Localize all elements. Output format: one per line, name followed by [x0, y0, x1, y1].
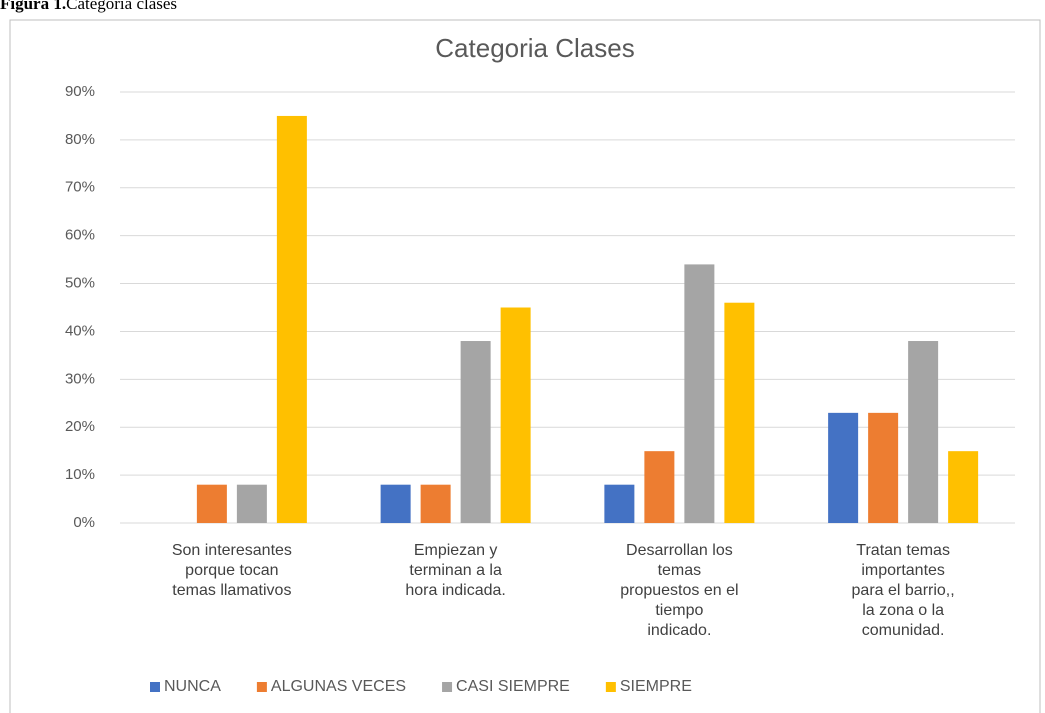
y-tick-label: 40%	[65, 322, 95, 339]
bar	[908, 341, 939, 523]
legend-label: NUNCA	[164, 678, 221, 695]
bar	[500, 307, 531, 523]
bar	[948, 451, 979, 523]
caption: Figura 1.Categoria clases	[0, 0, 177, 14]
legend-label: ALGUNAS VECES	[271, 678, 406, 695]
bar	[196, 484, 227, 523]
legend-swatch	[605, 682, 616, 692]
chart-title: Categoria Clases	[435, 33, 634, 63]
caption-label: Figura 1.	[0, 0, 67, 13]
y-tick-label: 70%	[65, 179, 95, 196]
bar	[828, 412, 859, 523]
x-tick-label: Tratan temas importantes para el barrio,…	[851, 542, 955, 639]
x-tick-label: Son interesantes porque tocan temas llam…	[171, 542, 292, 599]
bar	[724, 302, 755, 523]
bar	[644, 451, 675, 523]
y-tick-label: 60%	[65, 227, 95, 244]
legend-label: SIEMPRE	[620, 678, 692, 695]
caption-text: Categoria clases	[66, 0, 178, 13]
legend-swatch	[150, 682, 160, 692]
bar	[604, 484, 635, 523]
y-tick-label: 50%	[65, 275, 95, 292]
bar	[460, 341, 491, 523]
x-tick-label: Empiezan y terminan a la hora indicada.	[405, 542, 506, 599]
bar	[380, 484, 411, 523]
bar	[276, 115, 307, 523]
bar	[868, 412, 899, 523]
legend-swatch	[256, 682, 267, 692]
bar	[236, 484, 267, 523]
y-tick-label: 90%	[65, 83, 95, 100]
y-tick-label: 30%	[65, 370, 95, 387]
y-tick-label: 10%	[65, 466, 95, 483]
bar	[420, 484, 451, 523]
x-tick-label: Desarrollan los temas propuestos en el t…	[620, 542, 739, 639]
y-tick-label: 80%	[65, 131, 95, 148]
bar	[684, 264, 715, 523]
legend-swatch	[442, 682, 453, 692]
legend-label: CASI SIEMPRE	[456, 678, 570, 695]
y-tick-label: 0%	[73, 514, 95, 531]
y-tick-label: 20%	[65, 418, 95, 435]
